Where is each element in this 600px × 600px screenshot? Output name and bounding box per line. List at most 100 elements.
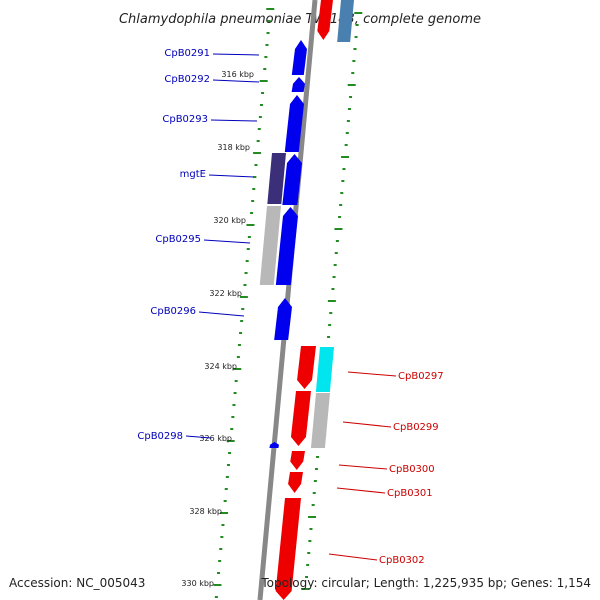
gc-tick-left	[230, 428, 234, 430]
gene-label-cpb0296: CpB0296	[150, 306, 196, 317]
gene-label-cpb0298: CpB0298	[137, 431, 183, 442]
scale-tick-label: 330 kbp	[181, 579, 214, 588]
gc-tick-left	[226, 440, 235, 442]
gc-tick-left	[218, 560, 222, 562]
gc-tick-left	[259, 80, 268, 82]
gene-label-cpb0299: CpB0299	[393, 422, 439, 433]
gc-tick-left	[239, 332, 243, 334]
gene-label-cpb0302: CpB0302	[379, 555, 425, 566]
gene-arrow-forward	[282, 154, 302, 205]
leader-line	[198, 311, 245, 317]
gc-tick-left	[221, 524, 225, 526]
scale-tick-label: 320 kbp	[213, 216, 246, 225]
gene-arrow-reverse	[288, 472, 303, 493]
leader-line	[338, 464, 388, 470]
gc-tick-right	[345, 132, 349, 134]
gc-tick-left	[267, 20, 271, 22]
gc-tick-right	[306, 564, 310, 566]
gc-tick-right	[308, 540, 312, 542]
feature-block-steelblue	[337, 0, 354, 42]
gc-tick-right	[327, 336, 331, 338]
gc-tick-left	[256, 140, 260, 142]
gene-arrow-forward	[284, 95, 304, 152]
gc-tick-right	[341, 180, 345, 182]
gc-tick-left	[225, 476, 229, 478]
gc-tick-right	[333, 264, 337, 266]
gc-tick-right	[338, 216, 342, 218]
gc-tick-left	[223, 500, 227, 502]
gc-tick-right	[312, 492, 316, 494]
gene-label-cpb0292: CpB0292	[164, 74, 210, 85]
leader-line	[347, 371, 397, 377]
feature-block-grey	[310, 393, 330, 448]
gc-tick-right	[301, 588, 310, 590]
gc-tick-left	[232, 404, 236, 406]
gene-label-cpb0295: CpB0295	[155, 234, 201, 245]
gc-tick-right	[349, 96, 353, 98]
gc-tick-left	[246, 248, 250, 250]
scale-tick-label: 326 kbp	[199, 434, 232, 443]
gene-label-cpb0301: CpB0301	[387, 488, 433, 499]
gc-tick-left	[243, 284, 247, 286]
gene-label-mgte: mgtE	[180, 169, 206, 180]
gc-tick-left	[251, 200, 255, 202]
gc-tick-left	[240, 320, 244, 322]
scale-ticks: 316 kbp 318 kbp 320 kbp 322 kbp 324 kbp 326 k…	[181, 70, 254, 588]
gc-tick-left	[245, 260, 249, 262]
gc-tick-right	[327, 300, 336, 302]
scale-tick-label: 328 kbp	[189, 507, 222, 516]
gc-tick-left	[214, 596, 218, 598]
gc-tick-right	[309, 528, 313, 530]
leader-line	[203, 239, 251, 244]
gc-tick-left	[233, 368, 242, 370]
leader-line	[342, 421, 392, 428]
gene-arrow-forward	[269, 442, 279, 448]
gc-tick-left	[258, 116, 262, 118]
gc-tick-left	[231, 416, 235, 418]
feature-block-cyan	[315, 347, 334, 392]
gene-arrow-reverse	[290, 451, 305, 470]
gene-arrow-reverse	[317, 0, 333, 40]
gc-tick-left	[253, 176, 257, 178]
gc-tick-left	[266, 8, 275, 10]
gc-tick-left	[217, 572, 221, 574]
gc-tick-right	[347, 84, 356, 86]
gc-tick-right	[342, 168, 346, 170]
scale-tick-label: 316 kbp	[221, 70, 254, 79]
gc-tick-left	[220, 536, 224, 538]
gc-tick-right	[354, 36, 358, 38]
gene-arrow-reverse	[297, 346, 316, 389]
gene-labels: CpB0291 CpB0292 CpB0293 mgtE CpB0295 CpB0296 C…	[137, 48, 443, 566]
gc-tick-left	[254, 164, 258, 166]
gc-tick-right	[334, 252, 338, 254]
gc-tick-left	[241, 308, 245, 310]
gc-tick-left	[234, 380, 238, 382]
feature-block-grey	[259, 206, 281, 285]
gene-label-cpb0297: CpB0297	[398, 371, 444, 382]
gc-tick-left	[244, 272, 248, 274]
gene-label-cpb0293: CpB0293	[162, 114, 208, 125]
leader-line	[336, 487, 386, 494]
genome-backbone	[257, 0, 318, 600]
leader-line	[328, 553, 378, 561]
gc-tick-right	[353, 48, 357, 50]
gc-tick-right	[331, 288, 335, 290]
gc-tick-right	[313, 480, 317, 482]
leader-line	[212, 53, 260, 56]
gene-label-cpb0300: CpB0300	[389, 464, 435, 475]
gc-tick-left	[266, 32, 270, 34]
gc-tick-left	[219, 548, 223, 550]
gc-tick-right	[311, 504, 315, 506]
gc-tick-left	[213, 584, 222, 586]
gc-tick-left	[233, 392, 237, 394]
feature-blocks	[259, 0, 354, 448]
gc-tick-left	[226, 464, 230, 466]
leader-line	[185, 435, 212, 439]
gc-tick-right	[351, 72, 355, 74]
scale-tick-label: 322 kbp	[209, 289, 242, 298]
gc-tick-right	[332, 276, 336, 278]
accession-text: Accession: NC_005043	[9, 576, 145, 590]
gc-tick-left	[224, 488, 228, 490]
gene-arrow-forward	[291, 77, 305, 92]
